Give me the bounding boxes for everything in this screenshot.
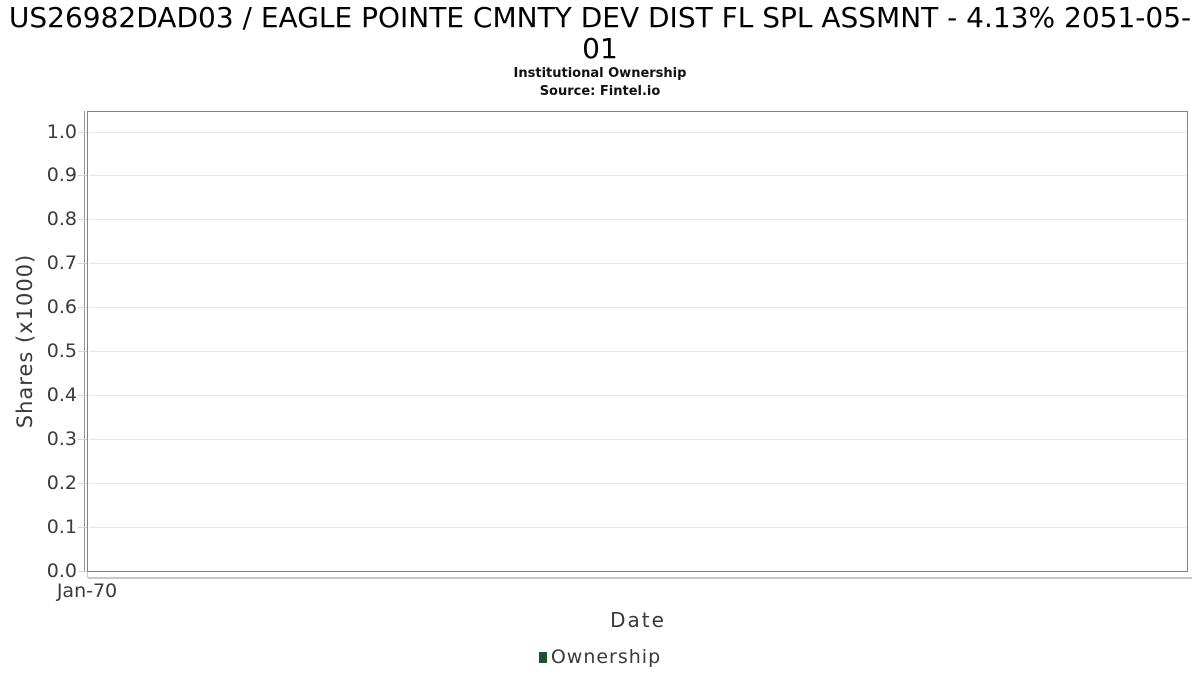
y-axis-tick-0.9 xyxy=(78,175,87,177)
legend-label-ownership[interactable]: Ownership xyxy=(550,646,662,668)
gridline-0.8 xyxy=(89,219,1186,221)
gridline-0.7 xyxy=(89,263,1186,265)
y-axis-tick-0.8 xyxy=(78,219,87,221)
gridline-0.9 xyxy=(89,175,1186,177)
y-tick-label-0.5: 0.5 xyxy=(46,340,77,363)
y-axis-tick-0.1 xyxy=(78,527,87,528)
chart-subtitle: Institutional Ownership xyxy=(513,66,687,81)
y-axis-tick-0.5 xyxy=(78,351,87,353)
chart-title: US26982DAD03 / EAGLE POINTE CMNTY DEV DI… xyxy=(8,1,1192,65)
gridline-0.6 xyxy=(89,307,1186,309)
gridline-1.0 xyxy=(89,131,1186,133)
y-axis-tick-1.0 xyxy=(78,131,87,133)
x-axis-tick xyxy=(87,572,88,578)
y-tick-label-1.0: 1.0 xyxy=(46,120,77,143)
gridline-0.2 xyxy=(89,483,1186,485)
y-axis-tick-0.6 xyxy=(78,307,87,309)
y-tick-label-0.1: 0.1 xyxy=(46,516,77,538)
gridline-0.3 xyxy=(89,439,1186,441)
y-axis-tick-0.4 xyxy=(78,395,87,397)
y-tick-label-0.3: 0.3 xyxy=(46,428,77,451)
y-axis-tick-0.2 xyxy=(78,483,87,485)
gridline-0.5 xyxy=(89,351,1186,353)
y-tick-label-0.8: 0.8 xyxy=(46,208,77,231)
legend: Ownership xyxy=(400,645,800,669)
y-tick-label-0.4: 0.4 xyxy=(46,384,77,407)
gridline-0.4 xyxy=(89,395,1186,397)
x-axis-line xyxy=(88,577,1192,579)
legend-marker-ownership[interactable] xyxy=(538,651,547,663)
y-axis-line xyxy=(84,111,85,572)
plot-area xyxy=(87,111,1188,572)
y-axis-tick-0.7 xyxy=(78,263,87,265)
chart-source-label: Source: Fintel.io xyxy=(539,84,661,99)
gridline-0.1 xyxy=(89,527,1186,528)
y-axis-tick-0.0 xyxy=(78,571,87,572)
y-tick-label-0.0: 0.0 xyxy=(46,560,77,582)
x-axis-title: Date xyxy=(610,608,666,632)
y-axis-tick-0.3 xyxy=(78,439,87,441)
y-tick-label-0.2: 0.2 xyxy=(46,472,77,495)
y-tick-label-0.9: 0.9 xyxy=(46,164,77,187)
x-tick-label: Jan-70 xyxy=(56,580,118,602)
y-tick-label-0.6: 0.6 xyxy=(46,296,77,319)
y-tick-label-0.7: 0.7 xyxy=(46,252,77,275)
